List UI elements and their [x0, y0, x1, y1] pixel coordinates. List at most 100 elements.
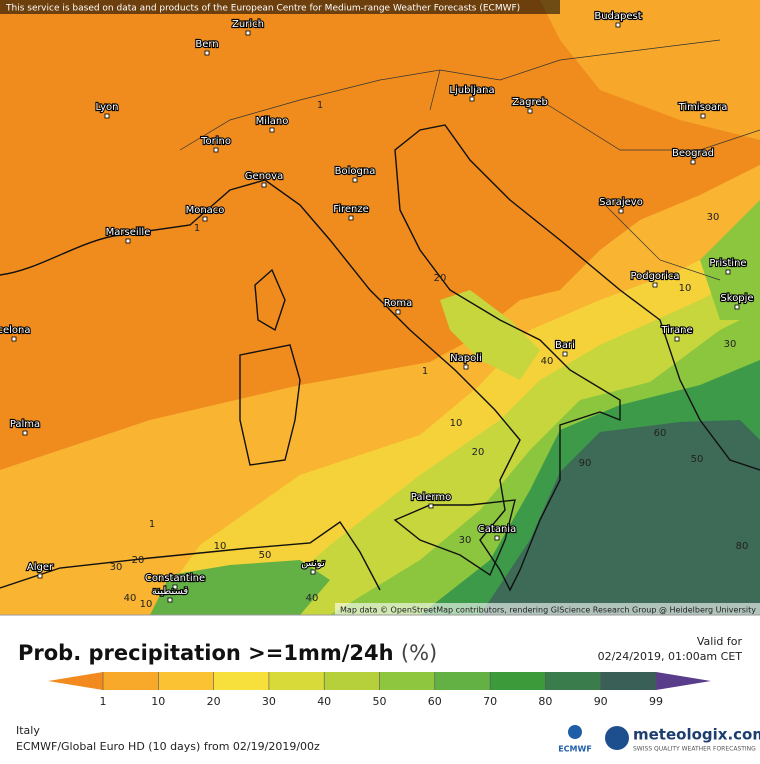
coastline-africa: [0, 521, 381, 591]
city-dot: [734, 304, 740, 310]
city-label: Beograd: [672, 148, 714, 159]
city-label: Sarajevo: [599, 197, 643, 208]
ecmwf-icon: [568, 725, 582, 739]
city-label: Zurich: [232, 19, 264, 30]
colorbar-segment: [434, 672, 491, 690]
city-dot: [618, 208, 624, 214]
colorbar-segment: [324, 672, 380, 690]
contour-label: 20: [132, 555, 145, 566]
zone-yellow-orange-ne: [540, 0, 760, 140]
city-label: Lyon: [95, 102, 118, 113]
brand: meteologix.com: [633, 726, 760, 744]
colorbar-tick-label: 60: [428, 695, 442, 708]
colorbar: 1 10 20 30 40 50 60 70 80 90 99: [48, 672, 711, 708]
city-dot: [125, 238, 131, 244]
colorbar-segment: [213, 672, 269, 690]
colorbar-segment: [158, 672, 214, 690]
city-dot: [22, 430, 28, 436]
colorbar-segment: [379, 672, 435, 690]
contour-label: 40: [124, 593, 137, 604]
colorbar-tick-label: 10: [151, 695, 165, 708]
city-dot: [428, 503, 434, 509]
colorbar-tick-label: 70: [483, 695, 497, 708]
city-label: Palma: [10, 419, 40, 430]
city-dot: [494, 535, 500, 541]
city-label: تونس: [301, 558, 325, 569]
contour-label: 50: [259, 550, 272, 561]
city-label: Skopje: [720, 293, 753, 304]
city-dot: [310, 569, 316, 575]
colorbar-tick-label: 20: [207, 695, 221, 708]
region: Italy: [16, 724, 40, 737]
legend-title-text: Prob. precipitation >=1mm/24h: [18, 641, 394, 665]
contour-label: 1: [194, 223, 200, 234]
zone-yellow-green-2: [440, 290, 540, 380]
coastline: [0, 124, 760, 592]
city-dot: [652, 282, 658, 288]
colorbar-tick-label: 40: [317, 695, 331, 708]
city-label: Monaco: [186, 205, 225, 216]
colorbar-tick-label: 30: [262, 695, 276, 708]
notice-bg: [0, 0, 560, 14]
contour-label: 1: [422, 366, 428, 377]
city-label: Timisoara: [678, 102, 728, 113]
city-label: Constantine: [145, 573, 205, 584]
colorbar-tick-label: 50: [373, 695, 387, 708]
colorbar-segment: [490, 672, 546, 690]
coastline-sardinia: [239, 344, 301, 466]
city-label: Tirane: [660, 325, 692, 336]
colorbar-tick-label: 80: [538, 695, 552, 708]
attribution: Map data © OpenStreetMap contributors, r…: [340, 606, 756, 615]
contour-label: 10: [679, 283, 692, 294]
city-dot: [167, 597, 173, 603]
contour-label: 10: [214, 541, 227, 552]
zone-green-2: [700, 200, 760, 320]
city-dot: [463, 364, 469, 370]
city-dot: [469, 96, 475, 102]
contour-label: 40: [541, 356, 554, 367]
city-label: Marseille: [106, 227, 151, 238]
contour-label: 20: [472, 447, 485, 458]
contour-label: 50: [691, 454, 704, 465]
attribution-bg: [335, 603, 760, 615]
notice: This service is based on data and produc…: [5, 4, 520, 14]
city-label: Budapest: [594, 11, 641, 22]
coastline-corsica: [254, 268, 286, 332]
city-dot: [104, 113, 110, 119]
city-label: قسنطينة: [152, 586, 189, 597]
city-dot: [527, 108, 533, 114]
legend-unit: (%): [401, 641, 437, 665]
city-label: Milano: [256, 116, 289, 127]
city-label: Firenze: [333, 204, 369, 215]
city-label: Bari: [555, 340, 575, 351]
city-dot: [348, 215, 354, 221]
contour-label: 1: [317, 100, 323, 111]
colorbar-arrow-low: [48, 672, 103, 690]
model: ECMWF/Global Euro HD (10 days) from 02/1…: [16, 740, 320, 753]
city-dot: [562, 351, 568, 357]
city-dot: [352, 177, 358, 183]
city-label: Zagreb: [512, 97, 548, 108]
city-dot: [395, 309, 401, 315]
city-label: Bern: [195, 39, 218, 50]
contour-label: 60: [654, 428, 667, 439]
zone-teal: [480, 420, 760, 615]
city-label: Bologna: [335, 166, 376, 177]
contour-label: 1: [149, 519, 155, 530]
city-label: Palermo: [411, 492, 451, 503]
map: This service is based on data and produc…: [0, 0, 760, 615]
contour-label: 10: [140, 599, 153, 610]
city-label: Ljubljana: [449, 85, 494, 96]
city-label: Pristine: [709, 258, 746, 269]
city-dot: [172, 584, 178, 590]
city-dot: [615, 22, 621, 28]
city-label: Roma: [384, 298, 413, 309]
city-dot: [269, 127, 275, 133]
city-dot: [245, 30, 251, 36]
city-dot: [202, 216, 208, 222]
city-label: Podgorica: [630, 271, 679, 282]
tagline: SWISS QUALITY WEATHER FORECASTING: [633, 746, 756, 753]
city-label: Alger: [27, 562, 54, 573]
valid-time: 02/24/2019, 01:00am CET: [598, 650, 743, 663]
city-dot: [725, 269, 731, 275]
